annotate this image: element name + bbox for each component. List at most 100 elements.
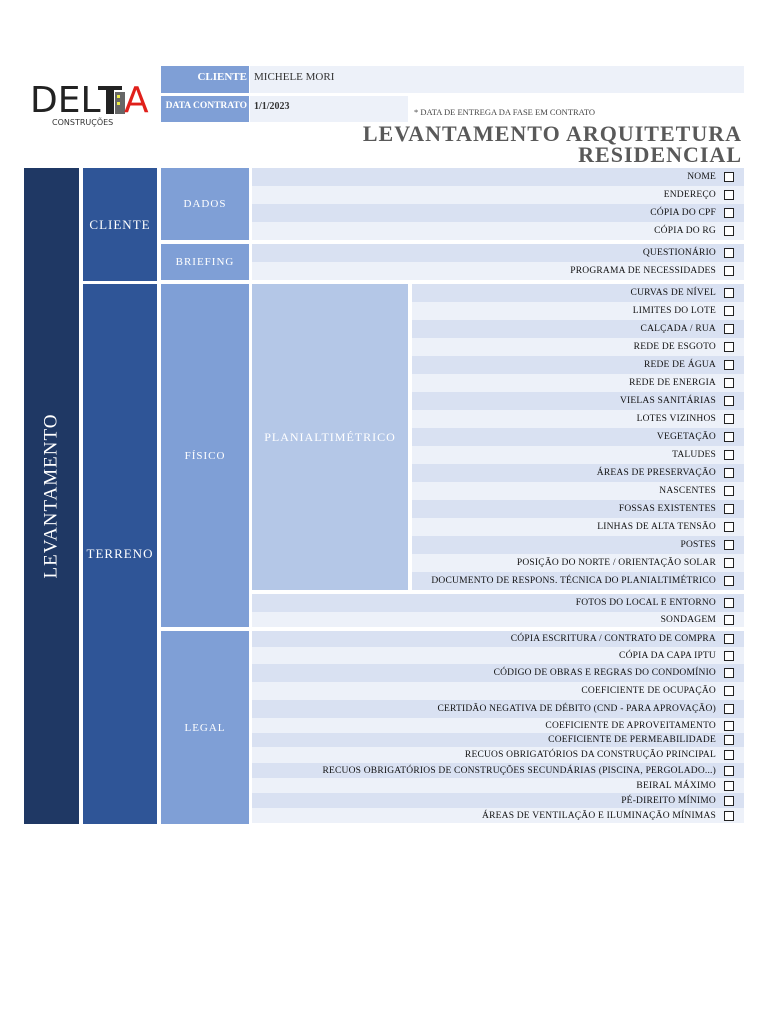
checklist-label: CERTIDÃO NEGATIVA DE DÉBITO (CND - PARA … <box>437 704 716 714</box>
checklist-label: REDE DE ENERGIA <box>629 378 716 388</box>
checkbox[interactable] <box>724 208 734 218</box>
checklist-row: NOME <box>252 168 744 186</box>
checklist-row: POSTES <box>412 536 744 554</box>
checkbox[interactable] <box>724 598 734 608</box>
checkbox[interactable] <box>724 450 734 460</box>
checklist-row: COEFICIENTE DE PERMEABILIDADE <box>252 733 744 747</box>
checkbox[interactable] <box>724 810 734 821</box>
checkbox[interactable] <box>724 650 734 661</box>
client-value[interactable]: MICHELE MORI <box>250 66 744 93</box>
logo: DEL A CONSTRUÇÕES <box>28 78 153 130</box>
group-planialtimetrico: PLANIALTIMÉTRICO <box>252 284 408 590</box>
checkbox[interactable] <box>724 342 734 352</box>
checkbox[interactable] <box>724 172 734 182</box>
group-levantamento-label: LEVANTAMENTO <box>40 413 62 579</box>
checklist-row: CÓPIA DO CPF <box>252 204 744 222</box>
checkbox[interactable] <box>724 558 734 568</box>
checklist-row: COEFICIENTE DE APROVEITAMENTO <box>252 718 744 733</box>
checklist-row: FOSSAS EXISTENTES <box>412 500 744 518</box>
date-value[interactable]: 1/1/2023 <box>250 96 408 122</box>
checklist-label: PÉ-DIREITO MÍNIMO <box>621 795 716 806</box>
checkbox[interactable] <box>724 735 734 745</box>
title-line-2: RESIDENCIAL <box>578 142 742 167</box>
checklist-label: POSIÇÃO DO NORTE / ORIENTAÇÃO SOLAR <box>516 558 716 568</box>
checklist-row: CALÇADA / RUA <box>412 320 744 338</box>
checklist-label: QUESTIONÁRIO <box>642 248 716 258</box>
checklist-row: DOCUMENTO DE RESPONS. TÉCNICA DO PLANIAL… <box>412 572 744 590</box>
checklist-label: REDE DE ESGOTO <box>633 342 716 352</box>
checkbox[interactable] <box>724 704 734 714</box>
checklist-label: TALUDES <box>672 450 716 460</box>
checklist-label: ÁREAS DE PRESERVAÇÃO <box>596 468 716 478</box>
checkbox[interactable] <box>724 324 734 334</box>
checkbox[interactable] <box>724 396 734 406</box>
checklist-label: DOCUMENTO DE RESPONS. TÉCNICA DO PLANIAL… <box>431 576 716 586</box>
group-dados: DADOS <box>161 168 249 240</box>
checklist-row: RECUOS OBRIGATÓRIOS DA CONSTRUÇÃO PRINCI… <box>252 747 744 763</box>
checklist-row: REDE DE ESGOTO <box>412 338 744 356</box>
checkbox[interactable] <box>724 522 734 532</box>
group-terreno: TERRENO <box>83 284 157 824</box>
checkbox[interactable] <box>724 780 734 791</box>
checklist-label: CALÇADA / RUA <box>640 324 716 334</box>
checkbox[interactable] <box>724 432 734 442</box>
checklist-label: RECUOS OBRIGATÓRIOS DA CONSTRUÇÃO PRINCI… <box>464 750 716 760</box>
group-fisico: FÍSICO <box>161 284 249 627</box>
checklist-label: CÓDIGO DE OBRAS E REGRAS DO CONDOMÍNIO <box>493 668 716 678</box>
checkbox[interactable] <box>724 540 734 550</box>
checklist-label: BEIRAL MÁXIMO <box>636 780 716 791</box>
checkbox[interactable] <box>724 414 734 424</box>
checklist-row: CÓPIA ESCRITURA / CONTRATO DE COMPRA <box>252 631 744 647</box>
checkbox[interactable] <box>724 226 734 236</box>
checkbox[interactable] <box>724 668 734 678</box>
group-levantamento: LEVANTAMENTO <box>24 168 79 824</box>
checkbox[interactable] <box>724 686 734 696</box>
checklist-label: POSTES <box>680 540 716 550</box>
checklist-label: CÓPIA ESCRITURA / CONTRATO DE COMPRA <box>510 634 716 644</box>
checkbox[interactable] <box>724 378 734 388</box>
checkbox[interactable] <box>724 288 734 298</box>
checkbox[interactable] <box>724 248 734 258</box>
checklist-row: VEGETAÇÃO <box>412 428 744 446</box>
checklist-row: NASCENTES <box>412 482 744 500</box>
checkbox[interactable] <box>724 504 734 514</box>
checklist-row: RECUOS OBRIGATÓRIOS DE CONSTRUÇÕES SECUN… <box>252 763 744 778</box>
checklist-row: ÁREAS DE PRESERVAÇÃO <box>412 464 744 482</box>
date-label: DATA CONTRATO <box>161 96 249 122</box>
checklist-label: VEGETAÇÃO <box>656 432 716 442</box>
checkbox[interactable] <box>724 614 734 625</box>
checklist-label: LINHAS DE ALTA TENSÃO <box>597 522 716 532</box>
checkbox[interactable] <box>724 190 734 200</box>
checklist-row: CERTIDÃO NEGATIVA DE DÉBITO (CND - PARA … <box>252 700 744 718</box>
checkbox[interactable] <box>724 720 734 731</box>
checkbox[interactable] <box>724 634 734 644</box>
checkbox[interactable] <box>724 266 734 276</box>
checklist-label: CÓPIA DA CAPA IPTU <box>619 650 716 661</box>
checkbox[interactable] <box>724 306 734 316</box>
checklist-row: LOTES VIZINHOS <box>412 410 744 428</box>
checklist-label: LIMITES DO LOTE <box>632 306 716 316</box>
group-legal: LEGAL <box>161 631 249 824</box>
checklist-row: COEFICIENTE DE OCUPAÇÃO <box>252 682 744 700</box>
checklist-row: LINHAS DE ALTA TENSÃO <box>412 518 744 536</box>
checkbox[interactable] <box>724 795 734 806</box>
group-cliente: CLIENTE <box>83 168 157 281</box>
checkbox[interactable] <box>724 576 734 586</box>
checkbox[interactable] <box>724 486 734 496</box>
logo-icon: DEL A <box>30 80 149 116</box>
checkbox[interactable] <box>724 468 734 478</box>
checklist-label: CÓPIA DO CPF <box>650 208 716 218</box>
checkbox[interactable] <box>724 765 734 776</box>
checklist-label: ENDEREÇO <box>663 190 716 200</box>
checklist-label: VIELAS SANITÁRIAS <box>619 396 716 406</box>
checklist-row: REDE DE ÁGUA <box>412 356 744 374</box>
checklist-row: LIMITES DO LOTE <box>412 302 744 320</box>
delivery-note: * DATA DE ENTREGA DA FASE EM CONTRATO <box>414 107 596 117</box>
checkbox[interactable] <box>724 360 734 370</box>
checkbox[interactable] <box>724 750 734 760</box>
checklist-label: FOTOS DO LOCAL E ENTORNO <box>575 598 716 608</box>
checklist-label: ÁREAS DE VENTILAÇÃO E ILUMINAÇÃO MÍNIMAS <box>482 810 716 821</box>
checklist-row: POSIÇÃO DO NORTE / ORIENTAÇÃO SOLAR <box>412 554 744 572</box>
checklist-row: PROGRAMA DE NECESSIDADES <box>252 262 744 280</box>
checklist-row: TALUDES <box>412 446 744 464</box>
